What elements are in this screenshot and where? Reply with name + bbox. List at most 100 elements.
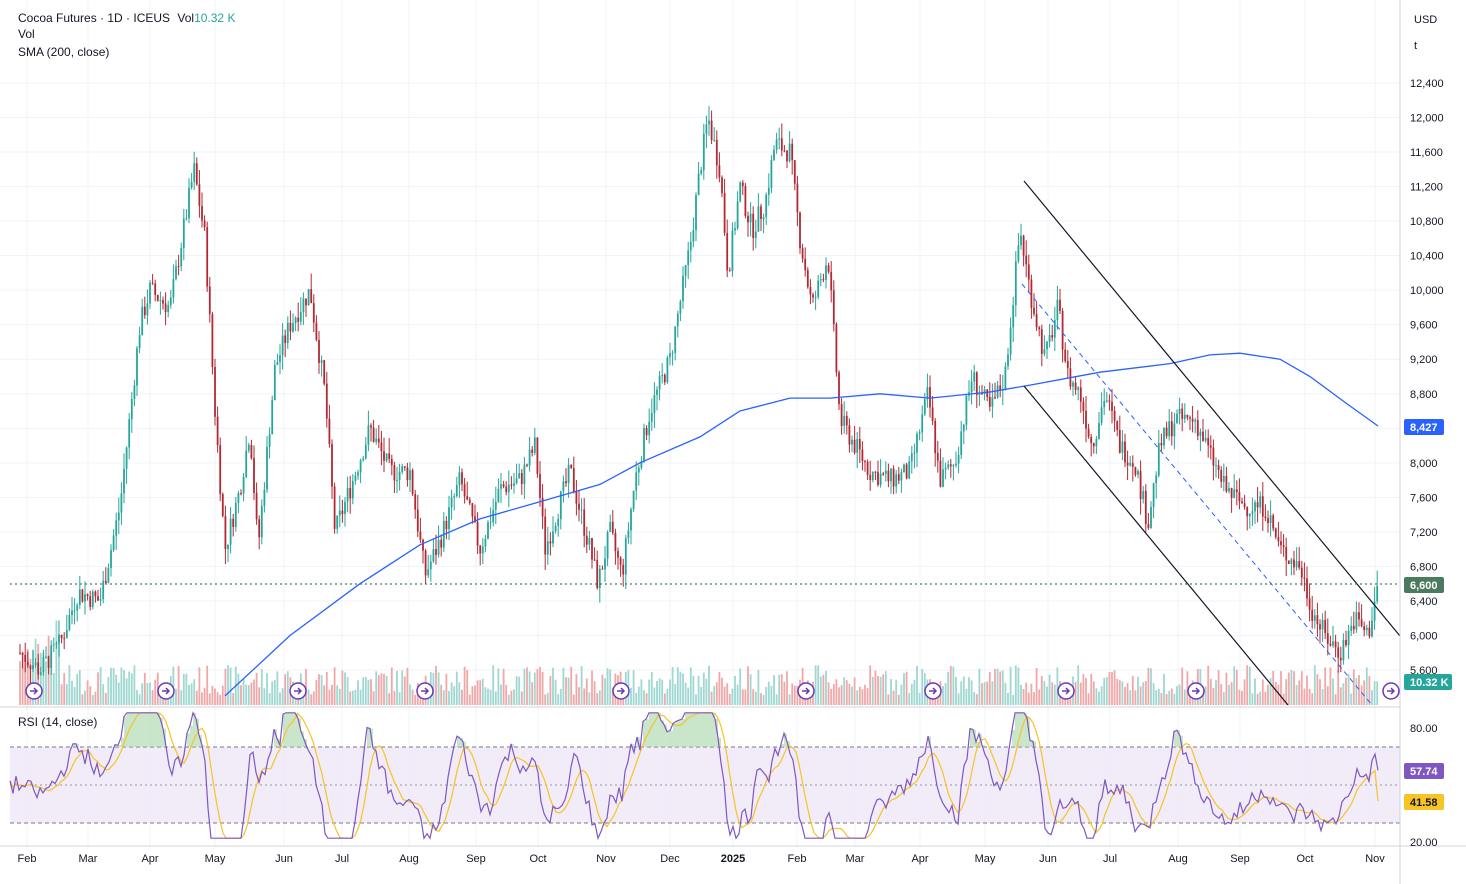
price-tick-label: 11,200	[1410, 182, 1443, 194]
event-marker-icon[interactable]	[416, 682, 434, 700]
candle-body	[541, 497, 544, 517]
candle-body	[1350, 625, 1353, 631]
volume-bar	[1051, 682, 1054, 705]
volume-bar	[1147, 667, 1150, 705]
time-axis[interactable]: Feb Mar Apr May Jun Jul Aug Sep Oct Nov Dec 2025 Feb…	[18, 853, 1386, 865]
candle-body	[640, 461, 643, 468]
volume-bar	[552, 667, 554, 705]
volume-bar	[130, 673, 133, 705]
candle-body	[793, 160, 796, 184]
event-marker-icon[interactable]	[289, 682, 307, 700]
candle-body	[102, 580, 105, 600]
volume-bar	[372, 691, 375, 705]
volume-bar	[390, 667, 393, 705]
event-marker-icon[interactable]	[1187, 682, 1205, 700]
time-tick-label: Mar	[79, 853, 98, 865]
volume-bar	[765, 686, 768, 705]
event-marker-icon[interactable]	[924, 682, 942, 700]
candle-body	[879, 473, 882, 485]
event-marker-icon[interactable]	[157, 682, 175, 700]
volume-bar	[45, 661, 47, 705]
candle-body	[715, 139, 718, 166]
candle-body	[1209, 445, 1212, 448]
volume-bar	[1095, 688, 1098, 705]
currency-label[interactable]: USD	[1414, 14, 1437, 26]
candle-body	[1293, 559, 1295, 568]
volume-bar	[1352, 669, 1355, 705]
volume-bar	[567, 677, 570, 705]
candle-body	[929, 387, 931, 408]
candle-body	[653, 395, 656, 414]
candle-body	[1329, 643, 1332, 646]
candle-body	[1269, 515, 1272, 524]
event-marker-icon[interactable]	[612, 682, 630, 700]
volume-bar	[260, 669, 263, 705]
candle-body	[947, 464, 950, 468]
candle-body	[575, 491, 578, 504]
time-tick-label: Sep	[1230, 853, 1250, 865]
volume-bar	[315, 680, 318, 705]
volume-bar	[68, 665, 71, 705]
candle-body	[596, 559, 599, 588]
candle-body	[726, 232, 729, 271]
symbol-title[interactable]: Cocoa Futures · 1D · ICEUS	[18, 11, 171, 25]
volume-bar	[882, 674, 885, 705]
unit-label[interactable]: t	[1414, 40, 1417, 52]
price-axis[interactable]: USD t 12,400 12,000 11,600 11,200 10,800 10,4…	[1410, 14, 1444, 677]
volume-legend[interactable]: Vol	[18, 27, 35, 41]
volume-bar	[1293, 671, 1295, 705]
volume-bar	[588, 692, 591, 705]
event-marker-icon[interactable]	[797, 682, 815, 700]
volume-bar	[762, 694, 765, 705]
volume-bar	[370, 679, 372, 705]
candle-body	[1022, 235, 1025, 256]
candle-body	[1311, 609, 1314, 621]
volume-bar	[546, 692, 549, 705]
candle-body	[718, 165, 721, 178]
sma-legend[interactable]: SMA (200, close)	[18, 45, 110, 59]
volume-bar	[453, 686, 456, 705]
volume-bar	[713, 685, 716, 705]
volume-bar	[71, 680, 73, 705]
volume-bar	[172, 666, 175, 705]
volume-bar	[960, 681, 963, 705]
volume-bar	[606, 668, 609, 705]
event-marker-icon[interactable]	[25, 682, 43, 700]
price-tick-label: 10,000	[1410, 285, 1444, 297]
candle-body	[609, 521, 612, 532]
event-marker-icon[interactable]	[1382, 682, 1400, 700]
candle-body	[266, 446, 268, 490]
candle-body	[159, 300, 162, 302]
candle-body	[1368, 627, 1371, 637]
time-tick-label: Feb	[18, 853, 37, 865]
event-markers[interactable]	[25, 682, 1400, 700]
volume-bar	[819, 676, 822, 705]
volume-bar	[34, 638, 37, 705]
volume-bar	[549, 675, 552, 705]
candle-body	[489, 522, 492, 524]
candle-body	[1087, 428, 1090, 437]
volume-bar	[232, 693, 235, 705]
candle-body	[466, 496, 469, 500]
volume-bar	[484, 687, 487, 705]
volume-bar	[955, 676, 957, 705]
volume-bar	[414, 694, 417, 705]
volume-bar	[695, 694, 697, 705]
volume-bar	[1337, 670, 1340, 705]
candle-body	[1246, 507, 1249, 517]
candle-body	[346, 488, 349, 502]
volume-bar	[325, 671, 328, 705]
volume-bar	[1020, 684, 1022, 705]
rsi-legend[interactable]: RSI (14, close)	[18, 715, 98, 729]
candle-body	[1030, 279, 1033, 308]
candle-body	[770, 160, 773, 188]
volume-bar	[255, 672, 258, 705]
candle-body	[177, 266, 180, 268]
event-marker-icon[interactable]	[1057, 682, 1075, 700]
symbol-legend[interactable]: Cocoa Futures · 1D · ICEUS Vol10.32 K	[18, 11, 235, 25]
candle-body	[1009, 327, 1012, 355]
candle-body	[866, 461, 869, 475]
volume-bar	[115, 674, 118, 705]
candle-body	[1150, 506, 1152, 529]
